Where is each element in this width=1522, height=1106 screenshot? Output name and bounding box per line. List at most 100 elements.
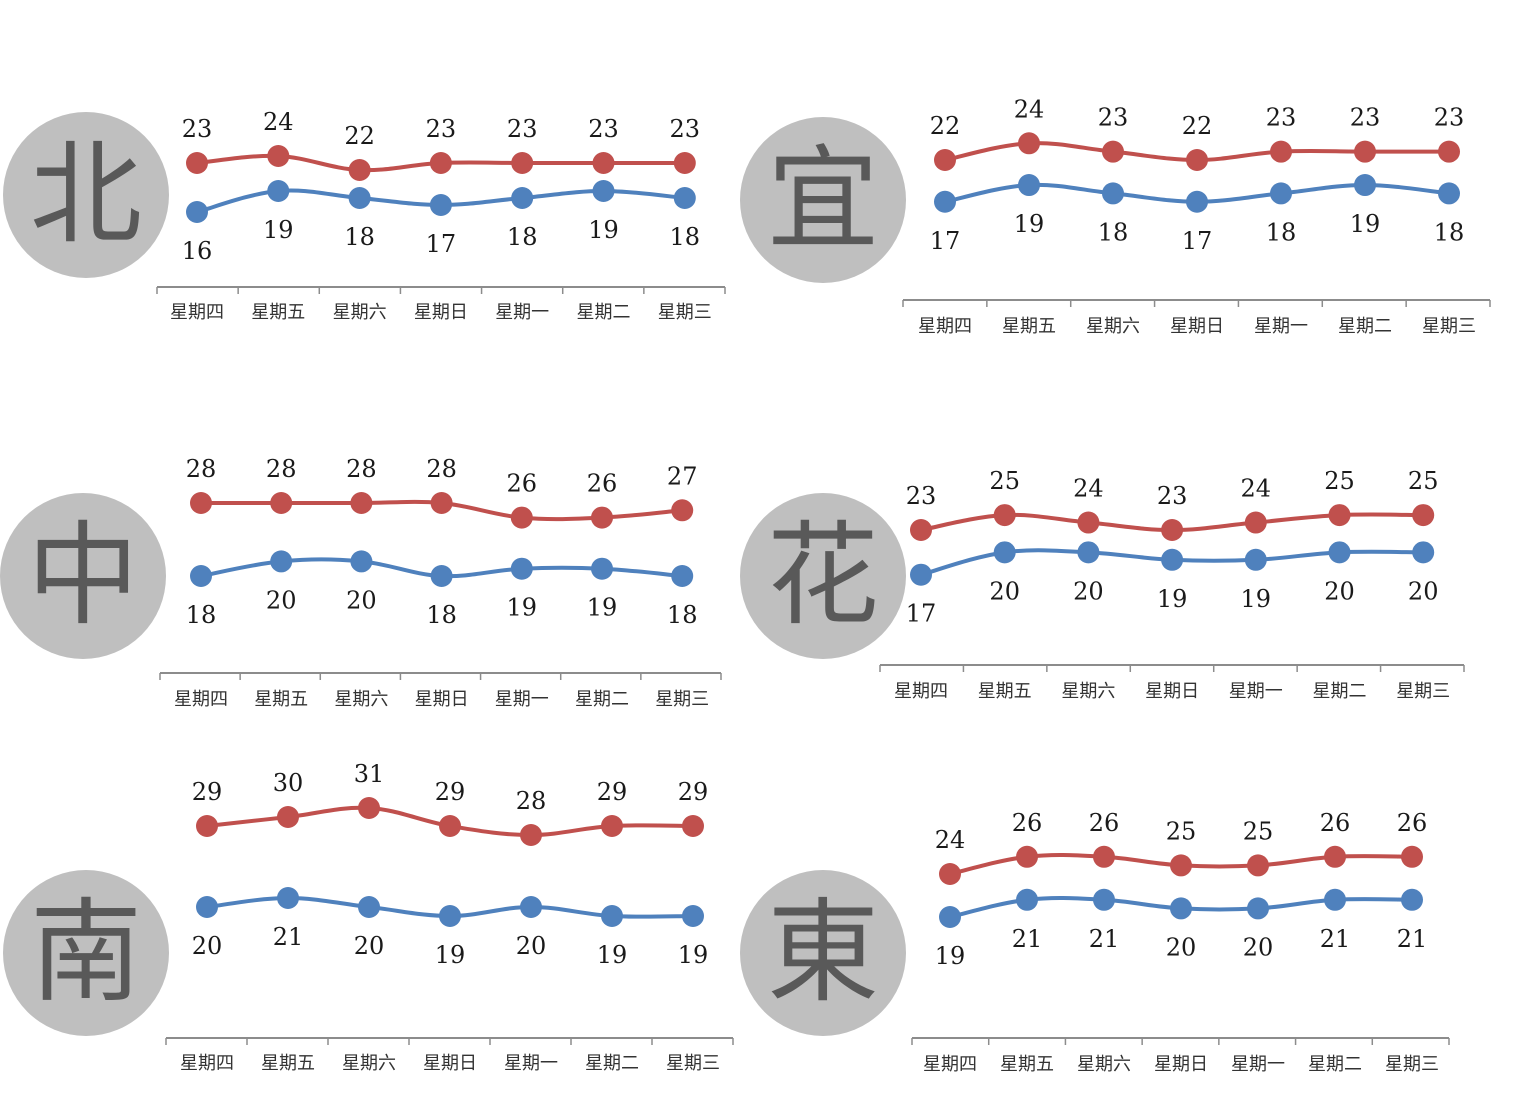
x-tick-label: 星期三 [655, 689, 709, 710]
high-temp-point [673, 152, 696, 174]
high-temp-point [591, 506, 613, 529]
low-temp-point [1244, 548, 1267, 571]
low-temp-label: 19 [1241, 585, 1272, 613]
high-temp-label: 23 [1266, 104, 1297, 132]
low-temp-label: 18 [1098, 218, 1129, 246]
low-temp-point [592, 180, 615, 202]
high-temp-point [1270, 140, 1292, 163]
high-temp-point [1438, 140, 1460, 163]
high-temp-point [186, 152, 208, 174]
region-badge: 北 [3, 112, 169, 278]
low-temp-point [682, 905, 704, 927]
x-tick-label: 星期六 [1061, 681, 1115, 702]
low-temp-label: 19 [587, 594, 618, 622]
low-temp-label: 19 [1014, 210, 1045, 238]
chart-3: 星期四 星期五 星期六 星期日 星期一 星期二 星期三 23 25 24 23 24 25 25 17 20 2… [879, 467, 1465, 702]
high-temp-point [939, 863, 961, 885]
chart-4: 星期四 星期五 星期六 星期日 星期一 星期二 星期三 29 30 31 29 28 29 29 20 21 2… [165, 760, 734, 1074]
high-temp-point [520, 824, 542, 846]
high-temp-point [601, 815, 623, 837]
high-temp-point [267, 145, 290, 167]
high-temp-point [429, 152, 452, 174]
region-badge: 中 [0, 493, 166, 659]
high-temp-label: 25 [989, 467, 1020, 495]
high-temp-label: 23 [507, 115, 538, 143]
high-temp-label: 23 [906, 482, 937, 510]
x-tick-label: 星期二 [577, 302, 631, 323]
high-temp-label: 22 [930, 112, 961, 140]
high-temp-label: 23 [670, 115, 701, 143]
x-tick-label: 星期二 [1308, 1054, 1362, 1075]
high-temp-label: 25 [1408, 467, 1439, 495]
region-badge: 東 [740, 870, 906, 1036]
low-temp-point [1438, 182, 1460, 205]
low-temp-label: 19 [678, 941, 709, 969]
region-label: 中 [27, 511, 139, 641]
high-temp-label: 26 [1320, 809, 1351, 837]
x-tick-label: 星期五 [251, 302, 305, 323]
high-temp-label: 28 [346, 455, 377, 483]
low-temp-label: 19 [263, 216, 294, 244]
low-temp-label: 18 [507, 223, 538, 251]
high-temp-point [350, 492, 373, 514]
high-temp-label: 26 [1012, 809, 1043, 837]
high-temp-label: 27 [667, 462, 698, 490]
low-temp-point [350, 550, 373, 573]
low-temp-point [671, 565, 694, 587]
low-temp-label: 18 [670, 223, 701, 251]
high-temp-label: 23 [426, 115, 457, 143]
high-temp-label: 26 [507, 470, 538, 498]
high-temp-label: 31 [354, 760, 385, 788]
high-temp-point [1018, 132, 1040, 155]
low-temp-point [1077, 541, 1100, 564]
high-temp-label: 23 [1434, 104, 1465, 132]
high-temp-label: 22 [344, 122, 375, 150]
low-temp-point [1247, 897, 1269, 920]
low-temp-label: 20 [346, 586, 377, 614]
x-tick-label: 星期日 [1145, 681, 1199, 702]
x-tick-label: 星期三 [658, 302, 712, 323]
low-temp-point [993, 541, 1016, 564]
high-temp-label: 28 [516, 787, 547, 815]
x-tick-label: 星期一 [1231, 1054, 1285, 1075]
low-temp-label: 20 [266, 586, 297, 614]
region-label: 南 [30, 888, 142, 1018]
low-temp-label: 20 [1243, 933, 1274, 961]
low-temp-point [910, 563, 932, 586]
low-temp-label: 21 [1320, 925, 1351, 953]
x-tick-label: 星期六 [342, 1053, 396, 1074]
x-tick-label: 星期一 [495, 302, 549, 323]
low-temp-label: 16 [182, 237, 213, 265]
low-temp-point [1412, 541, 1435, 564]
high-temp-point [1161, 519, 1184, 541]
high-temp-label: 28 [186, 455, 217, 483]
x-tick-label: 星期二 [585, 1053, 639, 1074]
high-temp-label: 23 [1157, 482, 1188, 510]
low-temp-label: 19 [507, 594, 538, 622]
region-label: 花 [767, 511, 879, 641]
x-tick-label: 星期四 [180, 1053, 234, 1074]
low-temp-label: 20 [1408, 577, 1439, 605]
low-temp-point [1170, 897, 1192, 920]
x-tick-label: 星期日 [414, 302, 468, 323]
low-temp-label: 19 [597, 941, 628, 969]
high-temp-point [671, 499, 694, 522]
x-tick-label: 星期三 [666, 1053, 720, 1074]
x-tick-label: 星期一 [495, 689, 549, 710]
low-temp-point [1401, 888, 1423, 911]
high-temp-point [277, 806, 299, 828]
x-tick-label: 星期六 [1077, 1054, 1131, 1075]
region-badge: 宜 [740, 117, 906, 283]
low-temp-point [1018, 174, 1040, 197]
x-tick-label: 星期五 [1002, 316, 1056, 337]
low-temp-point [190, 565, 212, 587]
low-temp-point [673, 187, 696, 209]
high-temp-point [1077, 511, 1100, 534]
x-tick-label: 星期五 [254, 689, 308, 710]
high-temp-point [1102, 140, 1124, 163]
high-temp-label: 22 [1182, 112, 1213, 140]
low-temp-label: 20 [989, 577, 1020, 605]
low-temp-point [1016, 888, 1038, 911]
high-temp-point [196, 815, 218, 837]
x-tick-label: 星期二 [1338, 316, 1392, 337]
